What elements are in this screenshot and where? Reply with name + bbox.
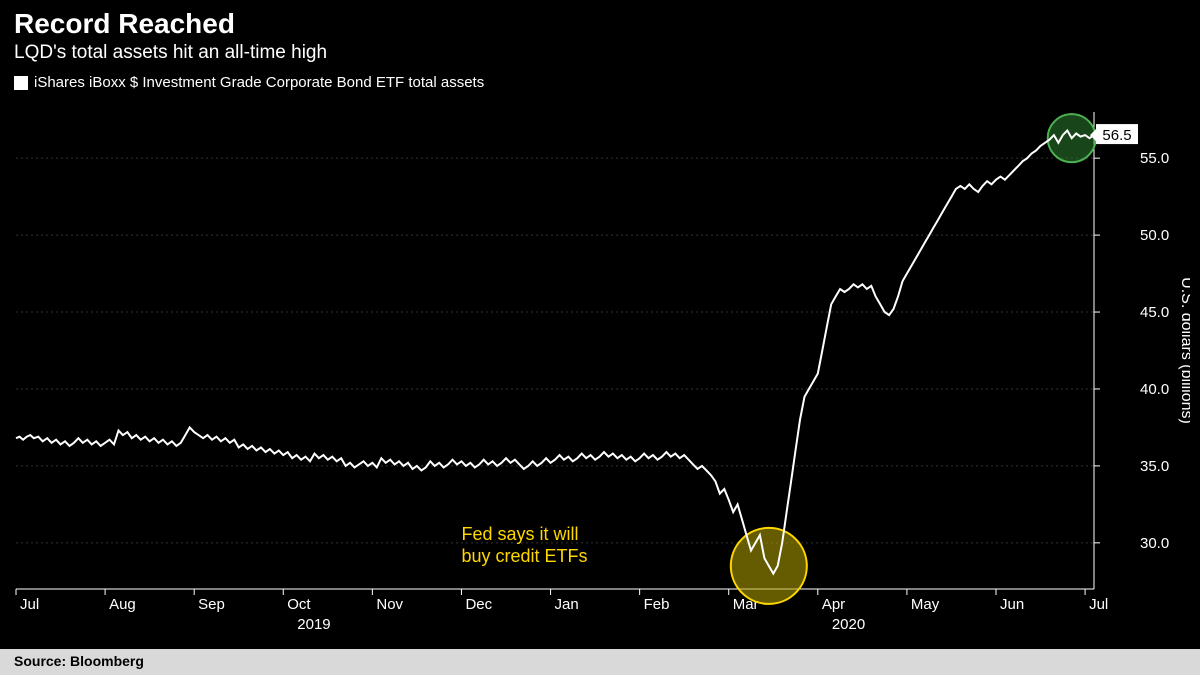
svg-text:40.0: 40.0 — [1140, 381, 1169, 398]
svg-text:Oct: Oct — [287, 596, 311, 613]
svg-text:May: May — [911, 596, 940, 613]
svg-text:45.0: 45.0 — [1140, 304, 1169, 321]
svg-text:Dec: Dec — [465, 596, 492, 613]
legend: iShares iBoxx $ Investment Grade Corpora… — [0, 68, 1200, 93]
svg-text:buy credit ETFs: buy credit ETFs — [461, 546, 587, 566]
svg-text:Nov: Nov — [376, 596, 403, 613]
svg-text:Jun: Jun — [1000, 596, 1024, 613]
svg-text:Jul: Jul — [20, 596, 39, 613]
svg-text:35.0: 35.0 — [1140, 458, 1169, 475]
source-label: Source: Bloomberg — [14, 653, 144, 669]
chart-title: Record Reached — [14, 8, 1186, 40]
svg-text:Aug: Aug — [109, 596, 136, 613]
chart-area: 30.0 35.0 40.0 45.0 50.0 55.0 Jul Aug Sep Oct Nov D… — [10, 106, 1190, 645]
svg-text:2020: 2020 — [832, 616, 865, 633]
svg-text:30.0: 30.0 — [1140, 535, 1169, 552]
source-footer: Source: Bloomberg — [0, 649, 1200, 675]
svg-text:Jul: Jul — [1089, 596, 1108, 613]
svg-text:Sep: Sep — [198, 596, 225, 613]
svg-text:56.5: 56.5 — [1102, 127, 1131, 144]
svg-text:U.S. dollars (billions): U.S. dollars (billions) — [1178, 277, 1190, 424]
svg-text:50.0: 50.0 — [1140, 227, 1169, 244]
svg-text:Apr: Apr — [822, 596, 845, 613]
chart-subtitle: LQD's total assets hit an all-time high — [14, 42, 1186, 64]
legend-label: iShares iBoxx $ Investment Grade Corpora… — [34, 74, 484, 91]
svg-text:Jan: Jan — [555, 596, 579, 613]
svg-text:2019: 2019 — [297, 616, 330, 633]
svg-text:Fed says it will: Fed says it will — [461, 524, 578, 544]
legend-swatch — [14, 76, 28, 90]
svg-text:Feb: Feb — [644, 596, 670, 613]
svg-text:55.0: 55.0 — [1140, 150, 1169, 167]
